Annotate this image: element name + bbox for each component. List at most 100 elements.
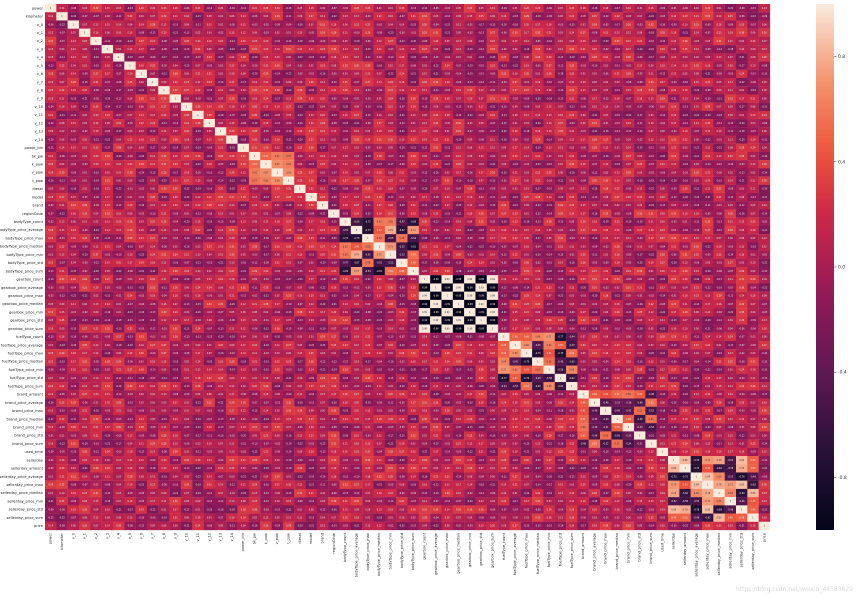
heatmap-cell	[690, 20, 703, 29]
cell-value: -0.10	[127, 40, 133, 43]
cell-value: 0.06	[229, 15, 234, 18]
cell-value: 0.26	[433, 97, 438, 100]
heatmap-cell	[67, 28, 80, 38]
cell-value: 0.01	[694, 7, 699, 10]
heatmap-cell	[656, 28, 669, 38]
cell-value: 0.11	[173, 15, 178, 18]
cell-value: 0.09	[162, 81, 167, 84]
cell-value: 0.28	[649, 89, 654, 92]
cell-value: 0.30	[365, 64, 370, 67]
cell-value: 0.07	[195, 64, 200, 67]
cell-value: 0.13	[717, 56, 722, 59]
cell-value: -0.15	[308, 56, 314, 59]
cell-value: 0.28	[626, 73, 631, 76]
cell-value: -0.04	[671, 81, 677, 84]
cell-value: 0.01	[456, 56, 461, 59]
cell-value: 0.05	[195, 32, 200, 35]
cell-value: -0.17	[116, 106, 122, 109]
cell-value: -0.01	[490, 89, 496, 92]
heatmap-cell	[600, 53, 612, 62]
cell-value: 0.10	[603, 7, 608, 10]
cell-value: 0.29	[422, 32, 427, 35]
cell-value: -0.01	[354, 97, 360, 100]
cell-value: 0.21	[569, 97, 574, 100]
cell-value: 0.17	[626, 48, 631, 51]
cell-value: 0.20	[320, 114, 325, 117]
cell-value: 0.14	[615, 97, 620, 100]
cell-value: -0.18	[648, 32, 654, 35]
cell-value: 0.15	[105, 7, 110, 10]
cell-value: -0.04	[342, 97, 348, 100]
cell-value: 0.05	[343, 40, 348, 43]
heatmap-cell	[418, 4, 431, 13]
cell-value: 0.09	[490, 15, 495, 18]
heatmap-cell	[339, 20, 352, 29]
cell-value: -0.07	[116, 73, 122, 76]
cell-value: -0.06	[456, 81, 462, 84]
heatmap-cell	[486, 20, 499, 29]
cell-value: 0.26	[252, 114, 257, 117]
cell-value: 0.07	[377, 73, 382, 76]
cell-value: 0.26	[569, 114, 574, 117]
cell-value: 0.16	[116, 32, 121, 35]
cell-value: 0.03	[433, 48, 438, 51]
cell-value: 0.17	[524, 114, 529, 117]
cell-value: 0.06	[762, 23, 767, 26]
cell-value: -0.06	[252, 15, 258, 18]
cell-value: 0.21	[94, 81, 99, 84]
cell-value: -0.00	[252, 64, 258, 67]
cell-value: 0.22	[490, 40, 495, 43]
cell-value: 0.28	[229, 97, 234, 100]
cell-value: 0.09	[728, 114, 733, 117]
cell-value: -0.19	[467, 73, 473, 76]
cell-value: 0.01	[286, 32, 291, 35]
heatmap-cell	[90, 45, 102, 54]
heatmap-cell	[90, 4, 102, 13]
cell-value: 0.01	[467, 56, 472, 59]
cell-value: -0.05	[206, 64, 212, 67]
cell-value: 0.19	[139, 64, 144, 67]
cell-value: 0.30	[569, 64, 574, 67]
heatmap-cell	[203, 53, 216, 62]
heatmap-cell	[384, 20, 397, 29]
heatmap-cell	[418, 20, 431, 29]
cell-value: -0.11	[433, 89, 439, 92]
cell-value: -0.03	[388, 48, 394, 51]
cell-value: 0.29	[705, 7, 710, 10]
heatmap-cell	[135, 45, 148, 54]
cell-value: 0.15	[241, 23, 246, 26]
cell-value: 0.04	[173, 64, 178, 67]
cell-value: -0.13	[331, 114, 337, 117]
heatmap-cell	[668, 53, 680, 62]
heatmap-cell	[260, 45, 272, 54]
cell-value: 0.30	[297, 89, 302, 92]
heatmap-cell	[56, 45, 68, 54]
cell-value: 0.14	[377, 81, 382, 84]
cell-value: -0.11	[195, 23, 201, 26]
cell-value: 0.29	[694, 64, 699, 67]
cell-value: -0.21	[195, 15, 201, 18]
heatmap-cell	[203, 12, 216, 21]
cell-value: 0.18	[751, 114, 756, 117]
cell-value: -0.03	[365, 89, 371, 92]
cell-value: -0.03	[524, 81, 530, 84]
cell-value: 0.27	[309, 15, 314, 18]
heatmap-cell	[271, 36, 284, 46]
cell-value: -0.17	[274, 97, 280, 100]
cell-value: 0.27	[184, 89, 189, 92]
heatmap-cell	[509, 45, 521, 54]
heatmap-cell	[736, 20, 748, 29]
heatmap-cell	[509, 53, 521, 62]
cell-value: -0.21	[410, 81, 416, 84]
cell-value: 0.03	[705, 40, 710, 43]
heatmap-cell	[520, 36, 533, 46]
cell-value: -0.17	[614, 7, 620, 10]
cell-value: 0.14	[535, 114, 540, 117]
cell-value: 0.13	[94, 23, 99, 26]
heatmap-cell	[532, 53, 544, 62]
heatmap-cell	[56, 28, 68, 38]
cell-value: 0.12	[399, 89, 404, 92]
heatmap-cell	[282, 53, 295, 62]
heatmap-cell	[407, 28, 419, 38]
cell-value: -0.12	[320, 56, 326, 59]
